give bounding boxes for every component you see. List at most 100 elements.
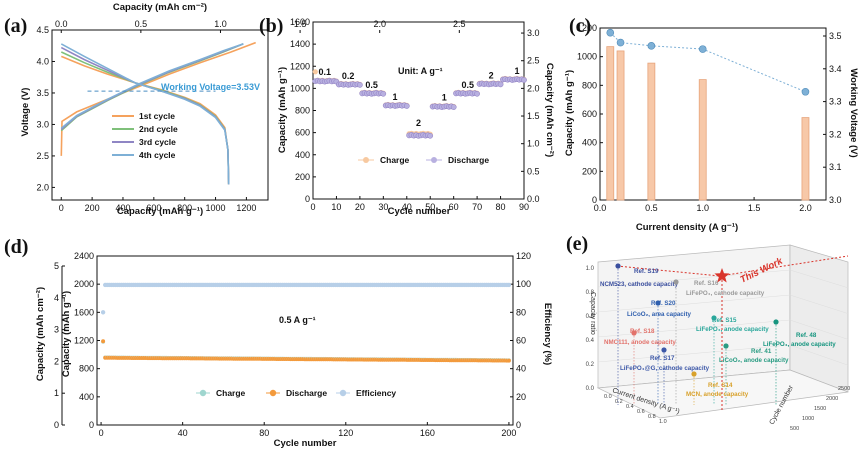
panel-d-points <box>100 282 512 363</box>
ref-label: Ref. S20 <box>651 300 676 307</box>
plot-frame <box>312 21 525 200</box>
y-tick-label: 800 <box>295 106 310 116</box>
legend-label: 1st cycle <box>139 111 175 121</box>
rate-label: 0.2 <box>342 71 355 81</box>
ref-point <box>711 315 717 321</box>
legend-swatch <box>339 389 347 397</box>
x-tick-label: 80 <box>496 202 506 212</box>
curve-4-discharge <box>60 43 230 185</box>
panel-b-axes: 0 10 20 30 40 50 60 70 80 90 0 200 400 600 800 1000 1200… <box>290 17 540 212</box>
x-tick-label: 0 <box>310 202 315 212</box>
z-tick-label: 0.6 <box>586 314 595 320</box>
y-tick-label: 1600 <box>74 307 94 317</box>
y-tick-label: 200 <box>582 166 597 176</box>
yleft-tick-label: 0 <box>54 420 59 430</box>
panel-e-points: Ref. S19 NCM523, cathode capacity Ref. S16… <box>600 263 836 405</box>
x-tick-label: 400 <box>115 203 130 213</box>
ref-point <box>723 343 729 349</box>
panel-d-yleftlabel: Capacity (mAh cm⁻²) <box>35 287 46 381</box>
y2-tick-label: 3.0 <box>527 28 540 38</box>
ref-label: Ref. S16 <box>694 280 719 287</box>
panel-b: (b) 0 10 20 30 40 50 60 70 80 90 0 200 400 600 800 1000… <box>259 15 555 217</box>
x-tick-label: 0.0 <box>594 203 607 213</box>
discharge-point <box>101 339 106 344</box>
panel-c-letter: (c) <box>569 15 591 37</box>
x-tick-label: 0 <box>99 428 104 438</box>
yleft-tick-label: 3 <box>54 325 59 335</box>
y-tick-label: 2400 <box>74 251 94 261</box>
y-tick-label: 2500 <box>838 386 850 392</box>
yleft-tick-label: 2 <box>54 356 59 366</box>
rate-label: 0.1 <box>318 67 331 77</box>
ref-point <box>673 279 679 285</box>
yleft-tick-label: 5 <box>54 261 59 271</box>
y2-tick-label: 2.5 <box>527 56 540 66</box>
ref-point <box>773 319 779 325</box>
x-tick-label: 60 <box>449 202 459 212</box>
x-tick-label: 1.0 <box>659 419 667 425</box>
y-tick-label: 800 <box>582 80 597 90</box>
ref-label: Ref. 41 <box>751 348 772 355</box>
rate-label: 0.5 <box>365 80 378 90</box>
y2-tick-label: 0.0 <box>527 194 540 204</box>
curve-4-charge <box>60 43 244 129</box>
rate-label: 1 <box>393 92 398 102</box>
rate-label: 1 <box>514 66 519 76</box>
ref-desc: LiCoO₂, area capacity <box>627 311 692 318</box>
y-tick-label: 1000 <box>577 52 597 62</box>
x-tick-label: 10 <box>331 202 341 212</box>
x-tick-label: 600 <box>146 203 161 213</box>
panel-c: (c) 0.0 0.5 1.0 1.5 2.0 0 200 400 600 800 1000 1200… <box>564 15 859 233</box>
grid-line <box>597 294 791 313</box>
panel-b-points <box>312 69 527 139</box>
rate-label: 2 <box>416 118 421 128</box>
panel-c-y2label: Working Voltage (V) <box>848 68 859 157</box>
x-tick-label: 0 <box>59 203 64 213</box>
panel-a-axes: 0 200 400 600 800 1000 12002.02.53.03.54.04.50… <box>36 19 465 213</box>
ref-point <box>691 371 697 377</box>
panel-d-legend: Charge Discharge Efficiency <box>196 388 396 398</box>
discharge-point <box>403 103 410 109</box>
discharge-point <box>450 104 457 110</box>
panel-a-letter: (a) <box>4 15 27 37</box>
capacity-bar <box>606 46 615 201</box>
capacity-bar <box>647 62 656 201</box>
y-tick-label: 3.5 <box>36 88 49 98</box>
grid-line <box>789 319 849 340</box>
y-tick-label: 1200 <box>74 336 94 346</box>
discharge-point <box>506 358 511 363</box>
x-tick-label: 1.5 <box>748 203 761 213</box>
grid-line <box>597 319 791 338</box>
y2-tick-label: 20 <box>516 392 526 402</box>
x2-tick-label: 0.0 <box>55 19 68 29</box>
panel-d-axes: 0 40 80 120 160 20004008001200160020002400020… <box>54 251 531 438</box>
panel-a-curves <box>60 41 256 185</box>
x-tick-label: 120 <box>338 428 353 438</box>
y-tick-label: 2.5 <box>36 151 49 161</box>
ref-point <box>615 263 621 269</box>
panel-d: (d) 0 40 80 120 160 2000400800120016002000240… <box>4 236 553 449</box>
panel-e-3d-box: 1.00.80.60.40.20.00.00.20.40.60.81.05001… <box>586 244 850 432</box>
capacity-bar <box>616 50 625 201</box>
y-tick-label: 3.0 <box>36 119 49 129</box>
z-tick-label: 0.0 <box>586 386 595 392</box>
panel-b-unit-label: Unit: A g⁻¹ <box>398 66 443 76</box>
x-tick-label: 0.4 <box>626 404 634 410</box>
ref-label: Ref. 48 <box>796 332 817 339</box>
legend-label: 4th cycle <box>139 150 176 160</box>
y-tick-label: 1500 <box>814 406 826 412</box>
ref-label: Ref. S17 <box>650 355 675 362</box>
ref-label: Ref. S18 <box>630 328 655 335</box>
y2-tick-label: 120 <box>516 251 531 261</box>
panel-a-legend: 1st cycle 2nd cycle 3rd cycle 4th cycle <box>112 111 178 160</box>
y2-tick-label: 0 <box>516 420 521 430</box>
ref-desc: LiFePO₄, anode capacity <box>763 341 836 348</box>
grid-line <box>597 344 791 363</box>
x-tick-label: 1.0 <box>696 203 709 213</box>
y2-tick-label: 0.5 <box>527 166 540 176</box>
z-tick-label: 0.2 <box>586 362 595 368</box>
curve-1-charge <box>60 41 256 156</box>
legend-label: Discharge <box>286 388 327 398</box>
ref-desc: LiFePO₄@G, cathode capacity <box>620 365 710 372</box>
